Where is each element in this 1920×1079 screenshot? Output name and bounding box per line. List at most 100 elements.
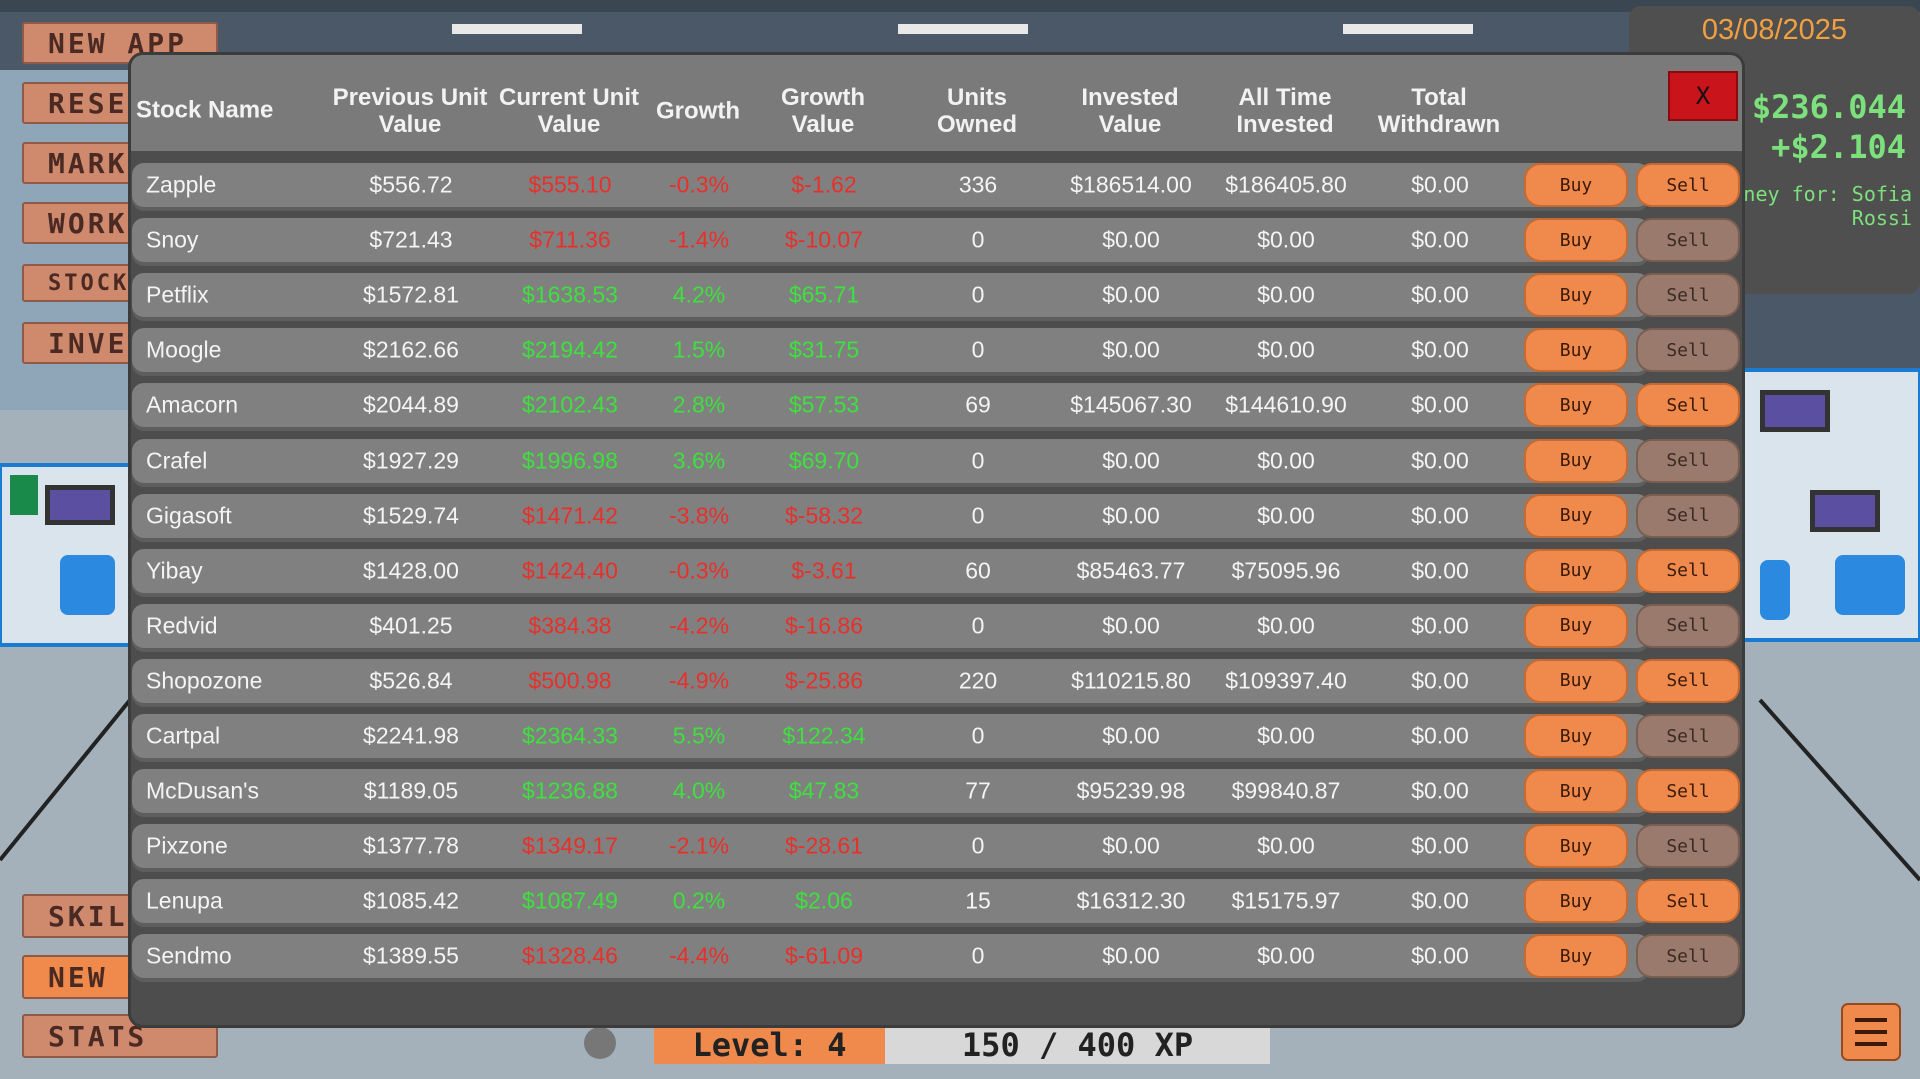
cell-value: $2044.89 (363, 391, 459, 418)
menu-icon-bar (1855, 1030, 1887, 1034)
cell-value: $2194.42 (522, 336, 618, 363)
cell-value: $1428.00 (363, 557, 459, 584)
sell-button[interactable]: Sell (1638, 165, 1738, 205)
close-button[interactable]: X (1670, 73, 1736, 119)
cell-value: $1087.49 (522, 887, 618, 914)
buy-button[interactable]: Buy (1526, 220, 1626, 261)
buy-button[interactable]: Buy (1526, 881, 1626, 922)
cell-value: $0.00 (1411, 667, 1469, 694)
menu-button[interactable]: NEW APP (22, 22, 218, 64)
column-header: Growth (656, 97, 740, 125)
buy-button[interactable]: Buy (1526, 660, 1626, 701)
stock-name: Gigasoft (146, 502, 232, 529)
cell-value: $1996.98 (522, 447, 618, 473)
cell-value: $2.06 (795, 887, 853, 914)
cell-value: $0.00 (1257, 722, 1315, 749)
stock-row: Sendmo $1389.55 $1328.46 -4.4% $-61.09 0 $0.00… (132, 934, 1649, 979)
cell-value: 0 (971, 226, 985, 253)
sell-button[interactable]: Sell (1638, 275, 1738, 316)
cell-value: 0 (971, 281, 985, 308)
sell-button[interactable]: Sell (1638, 385, 1738, 426)
cell-value: $186405.80 (1225, 171, 1347, 198)
stock-row: Shopozone $526.84 $500.98 -4.9% $-25.86 220 $1… (132, 658, 1649, 703)
sell-button[interactable]: Sell (1638, 330, 1738, 371)
cell-value: $1328.46 (522, 942, 618, 969)
cell-value: 0 (971, 502, 985, 529)
buy-button[interactable]: Buy (1526, 165, 1626, 205)
cell-value: $122.34 (782, 722, 866, 749)
cell-value: $2364.33 (522, 722, 618, 749)
cell-value: 60 (965, 557, 991, 584)
cell-value: $1424.40 (522, 557, 618, 584)
cell-value: $1085.42 (363, 887, 459, 914)
sell-button[interactable]: Sell (1638, 716, 1738, 756)
stock-row: Lenupa $1085.42 $1087.49 0.2% $2.06 15 $16312.… (132, 879, 1649, 924)
cell-value: 4.0% (672, 777, 726, 804)
cell-value: 336 (958, 171, 998, 198)
cell-value: $99840.87 (1231, 777, 1341, 804)
cell-value: $31.75 (788, 336, 860, 363)
cell-value: -4.9% (668, 667, 730, 694)
cell-value: $1189.05 (363, 777, 459, 804)
column-header: Growth Value (781, 84, 865, 138)
cell-value: $186514.00 (1070, 171, 1192, 198)
cell-value: -1.4% (668, 226, 730, 253)
buy-button[interactable]: Buy (1526, 330, 1626, 371)
level: Level: 4 (654, 1026, 885, 1064)
buy-button[interactable]: Buy (1526, 826, 1626, 867)
menu-icon-bar (1855, 1042, 1887, 1046)
cell-value: $15175.97 (1231, 887, 1341, 914)
cell-value: $0.00 (1102, 447, 1160, 473)
cell-value: $0.00 (1411, 832, 1469, 859)
sell-button[interactable]: Sell (1638, 936, 1738, 977)
stock-row: Snoy $721.43 $711.36 -1.4% $-10.07 0 $0.00 $0.0… (132, 218, 1649, 263)
stock-row: Pixzone $1377.78 $1349.17 -2.1% $-28.61 0 $0.0… (132, 824, 1649, 869)
buy-button[interactable]: Buy (1526, 716, 1626, 756)
column-header: Total Withdrawn (1377, 84, 1501, 138)
cell-value: 0 (971, 447, 985, 473)
sell-button[interactable]: Sell (1638, 495, 1738, 536)
stock-name: Sendmo (146, 942, 232, 969)
sell-button[interactable]: Sell (1638, 220, 1738, 261)
cell-value: $0.00 (1102, 612, 1160, 639)
cell-value: $0.00 (1411, 887, 1469, 914)
cell-value: $0.00 (1102, 336, 1160, 363)
sell-button[interactable]: Sell (1638, 771, 1738, 812)
sell-button[interactable]: Sell (1638, 881, 1738, 922)
cell-value: $-10.07 (784, 226, 864, 253)
cell-value: $85463.77 (1076, 557, 1186, 584)
sell-button[interactable]: Sell (1638, 440, 1738, 481)
stock-name: Zapple (146, 171, 217, 198)
sell-button[interactable]: Sell (1638, 660, 1738, 701)
stock-market-window: Stock Name Previous Unit Value Current Uni… (131, 55, 1742, 1025)
buy-button[interactable]: Buy (1526, 275, 1626, 316)
cell-value: $1236.88 (522, 777, 618, 804)
sell-button[interactable]: Sell (1638, 605, 1738, 646)
cell-value: $0.00 (1411, 777, 1469, 804)
floor-line (0, 698, 132, 862)
buy-button[interactable]: Buy (1526, 440, 1626, 481)
buy-button[interactable]: Buy (1526, 385, 1626, 426)
cell-value: 0 (971, 722, 985, 749)
stock-row: Petflix $1572.81 $1638.53 4.2% $65.71 0 $0.00 $… (132, 273, 1649, 318)
buy-button[interactable]: Buy (1526, 771, 1626, 812)
buy-button[interactable]: Buy (1526, 605, 1626, 646)
buy-button[interactable]: Buy (1526, 550, 1626, 591)
menu-icon-bar (1855, 1018, 1887, 1022)
stock-row: Moogle $2162.66 $2194.42 1.5% $31.75 0 $0.00 $0… (132, 328, 1649, 373)
buy-button[interactable]: Buy (1526, 495, 1626, 536)
cell-value: $0.00 (1411, 226, 1469, 253)
sell-button[interactable]: Sell (1638, 550, 1738, 591)
cell-value: $1389.55 (363, 942, 459, 969)
stock-row: Zapple $556.72 $555.10 -0.3% $-1.62 336 $18651… (132, 163, 1649, 207)
stock-name: Redvid (146, 612, 218, 639)
desk-left (0, 463, 137, 647)
ceiling-light (898, 24, 1028, 34)
cell-value: $109397.40 (1225, 667, 1347, 694)
stock-name: Shopozone (146, 667, 263, 694)
cell-value: $0.00 (1411, 612, 1469, 639)
buy-button[interactable]: Buy (1526, 936, 1626, 977)
cell-value: $1471.42 (522, 502, 618, 529)
cell-value: $384.38 (528, 612, 612, 639)
sell-button[interactable]: Sell (1638, 826, 1738, 867)
